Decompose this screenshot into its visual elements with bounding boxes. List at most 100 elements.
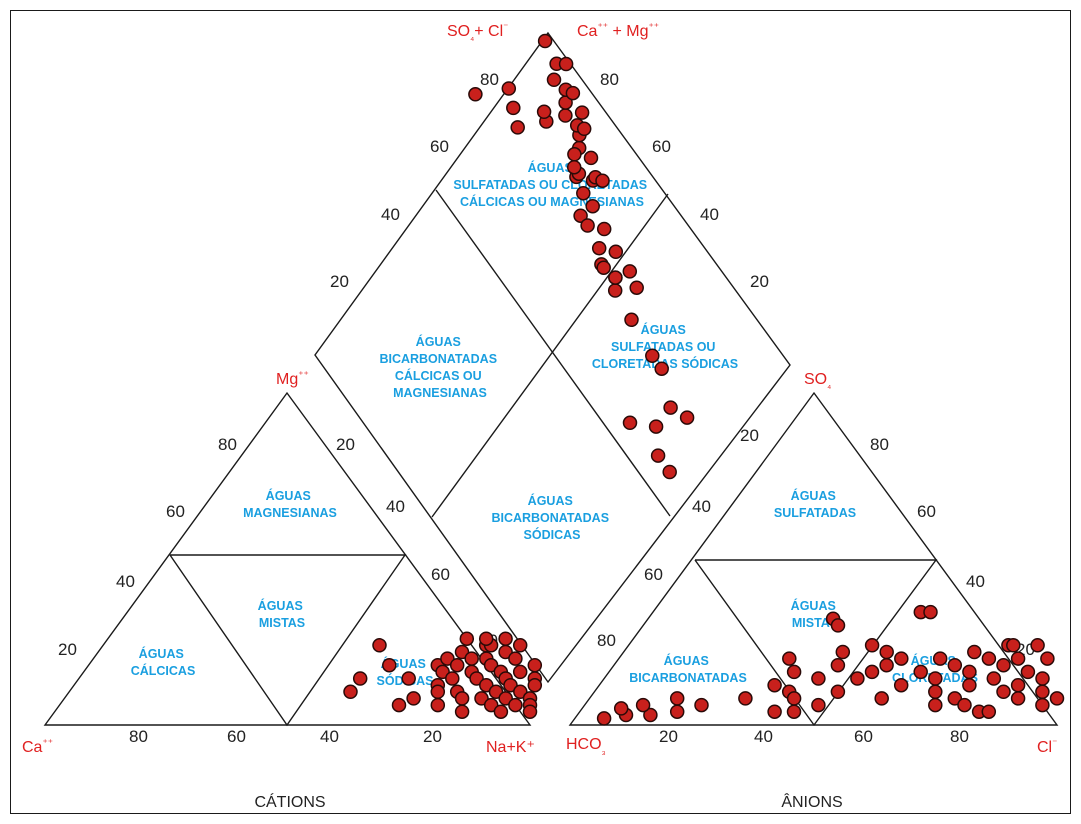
sample-point <box>513 684 528 700</box>
tick-label: 20 <box>330 272 349 291</box>
sample-point <box>1040 651 1055 666</box>
sample-point <box>445 671 460 686</box>
sample-point <box>932 651 948 666</box>
tick-label: 40 <box>320 727 339 746</box>
sample-point <box>512 664 528 680</box>
sample-point <box>391 697 407 713</box>
sample-point <box>622 264 638 279</box>
tick-label: 60 <box>227 727 246 746</box>
sample-point <box>454 704 470 719</box>
sample-point <box>738 691 753 706</box>
sample-point <box>830 657 846 673</box>
sample-point <box>508 697 523 713</box>
tick-label: 60 <box>917 502 936 521</box>
sample-point <box>508 651 523 666</box>
tick-label: 80 <box>870 435 889 454</box>
sample-point <box>928 671 943 686</box>
sample-point <box>986 671 1002 686</box>
sample-point <box>596 221 612 237</box>
tick-label: 20 <box>58 640 77 659</box>
sample-point <box>536 104 552 120</box>
sample-point <box>645 348 660 363</box>
sample-point <box>622 415 638 431</box>
sample-point <box>558 56 574 72</box>
sample-point <box>624 312 639 328</box>
sample-point <box>565 85 581 101</box>
sample-point <box>629 280 644 295</box>
vertex-label-mg: Mg⁺⁺ <box>276 370 309 388</box>
sample-point <box>596 260 611 275</box>
tick-label: 60 <box>652 137 671 156</box>
sample-point <box>498 691 513 706</box>
sample-point <box>478 631 494 646</box>
sample-point <box>864 638 880 653</box>
sample-point <box>1006 638 1021 653</box>
sample-point <box>527 657 543 673</box>
tick-label: 60 <box>431 565 450 584</box>
tick-label: 40 <box>700 205 719 224</box>
sample-point <box>522 704 538 719</box>
cation-inner-lines <box>169 554 407 727</box>
sample-point <box>947 657 963 673</box>
sample-point <box>430 684 446 700</box>
sample-point <box>786 691 802 706</box>
sample-point <box>591 240 607 256</box>
sample-point <box>483 697 499 713</box>
sample-point <box>662 464 677 480</box>
sample-point <box>967 644 982 660</box>
sample-point <box>928 684 943 700</box>
sample-point <box>608 270 623 285</box>
sample-point <box>767 677 782 693</box>
sample-point <box>894 651 909 666</box>
sample-point <box>879 657 894 673</box>
tick-label: 60 <box>854 727 873 746</box>
tick-label: 40 <box>692 497 711 516</box>
sample-point <box>835 644 851 660</box>
vertex-label-ca: Ca⁺⁺ <box>22 738 53 756</box>
tick-label: 40 <box>966 572 985 591</box>
sample-point <box>546 72 562 88</box>
sample-point <box>498 631 513 646</box>
sample-point <box>947 691 963 706</box>
sample-point <box>595 173 610 188</box>
sample-point <box>879 644 894 660</box>
vertex-label-ca-mg: Ca⁺⁺ + Mg⁺⁺ <box>577 22 659 40</box>
sample-point <box>558 108 573 123</box>
sample-point <box>435 664 450 680</box>
sample-point <box>372 638 387 653</box>
sample-point <box>469 671 484 686</box>
sample-point <box>583 150 599 166</box>
tick-label: 80 <box>597 631 616 650</box>
tick-label: 20 <box>659 727 678 746</box>
tick-label: 60 <box>430 137 449 156</box>
sample-point <box>474 691 489 706</box>
zone-label-cation-magnesianas: ÁGUAS MAGNESIANAS <box>243 488 337 520</box>
tick-label: 60 <box>166 502 185 521</box>
tick-label: 40 <box>386 497 405 516</box>
tick-label: 80 <box>600 70 619 89</box>
sample-point <box>679 410 695 425</box>
sample-point <box>913 664 928 680</box>
vertex-label-hco3: HCO₃ <box>566 736 606 757</box>
sample-point <box>923 604 938 620</box>
sample-point <box>512 638 528 653</box>
tick-label: 20 <box>750 272 769 291</box>
sample-point <box>786 664 802 680</box>
sample-points <box>343 33 1065 726</box>
zone-label-diamond-sulfatadas-calcicas: ÁGUAS SULFATADAS OU CLORETADAS CÁLCICAS … <box>453 160 650 209</box>
sample-point <box>488 684 504 700</box>
tick-label: 80 <box>129 727 148 746</box>
sample-point <box>864 664 880 680</box>
sample-point <box>352 671 368 686</box>
sample-point <box>850 671 865 686</box>
tick-label: 20 <box>336 435 355 454</box>
tick-label: 80 <box>950 727 969 746</box>
central-diamond <box>314 31 791 684</box>
sample-point <box>1020 664 1036 680</box>
sample-point <box>527 677 543 693</box>
sample-point <box>981 704 997 719</box>
sample-point <box>782 651 797 666</box>
sample-point <box>449 657 465 673</box>
sample-point <box>503 677 518 693</box>
sample-point <box>1035 697 1050 713</box>
